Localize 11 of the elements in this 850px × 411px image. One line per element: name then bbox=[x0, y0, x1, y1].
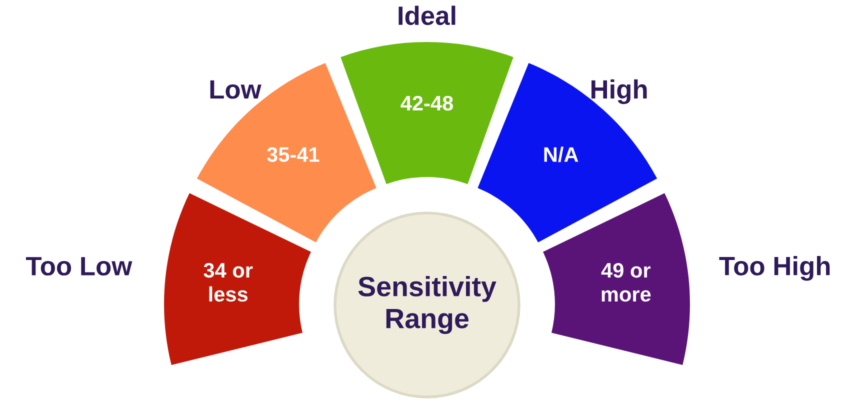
text: Sensitivity Range bbox=[358, 276, 496, 334]
text: 49 or more bbox=[601, 262, 651, 302]
text: 42-48 bbox=[400, 96, 454, 111]
text: 35-41 bbox=[267, 147, 320, 162]
slice-label: Too High bbox=[719, 256, 830, 281]
slice-label: Ideal bbox=[398, 6, 456, 26]
slice-label: Too Low bbox=[26, 257, 132, 276]
slice-label: Low bbox=[210, 80, 262, 99]
text: N/A bbox=[544, 146, 578, 162]
slice-label: High bbox=[591, 79, 647, 104]
text: 34 or less bbox=[204, 262, 253, 302]
